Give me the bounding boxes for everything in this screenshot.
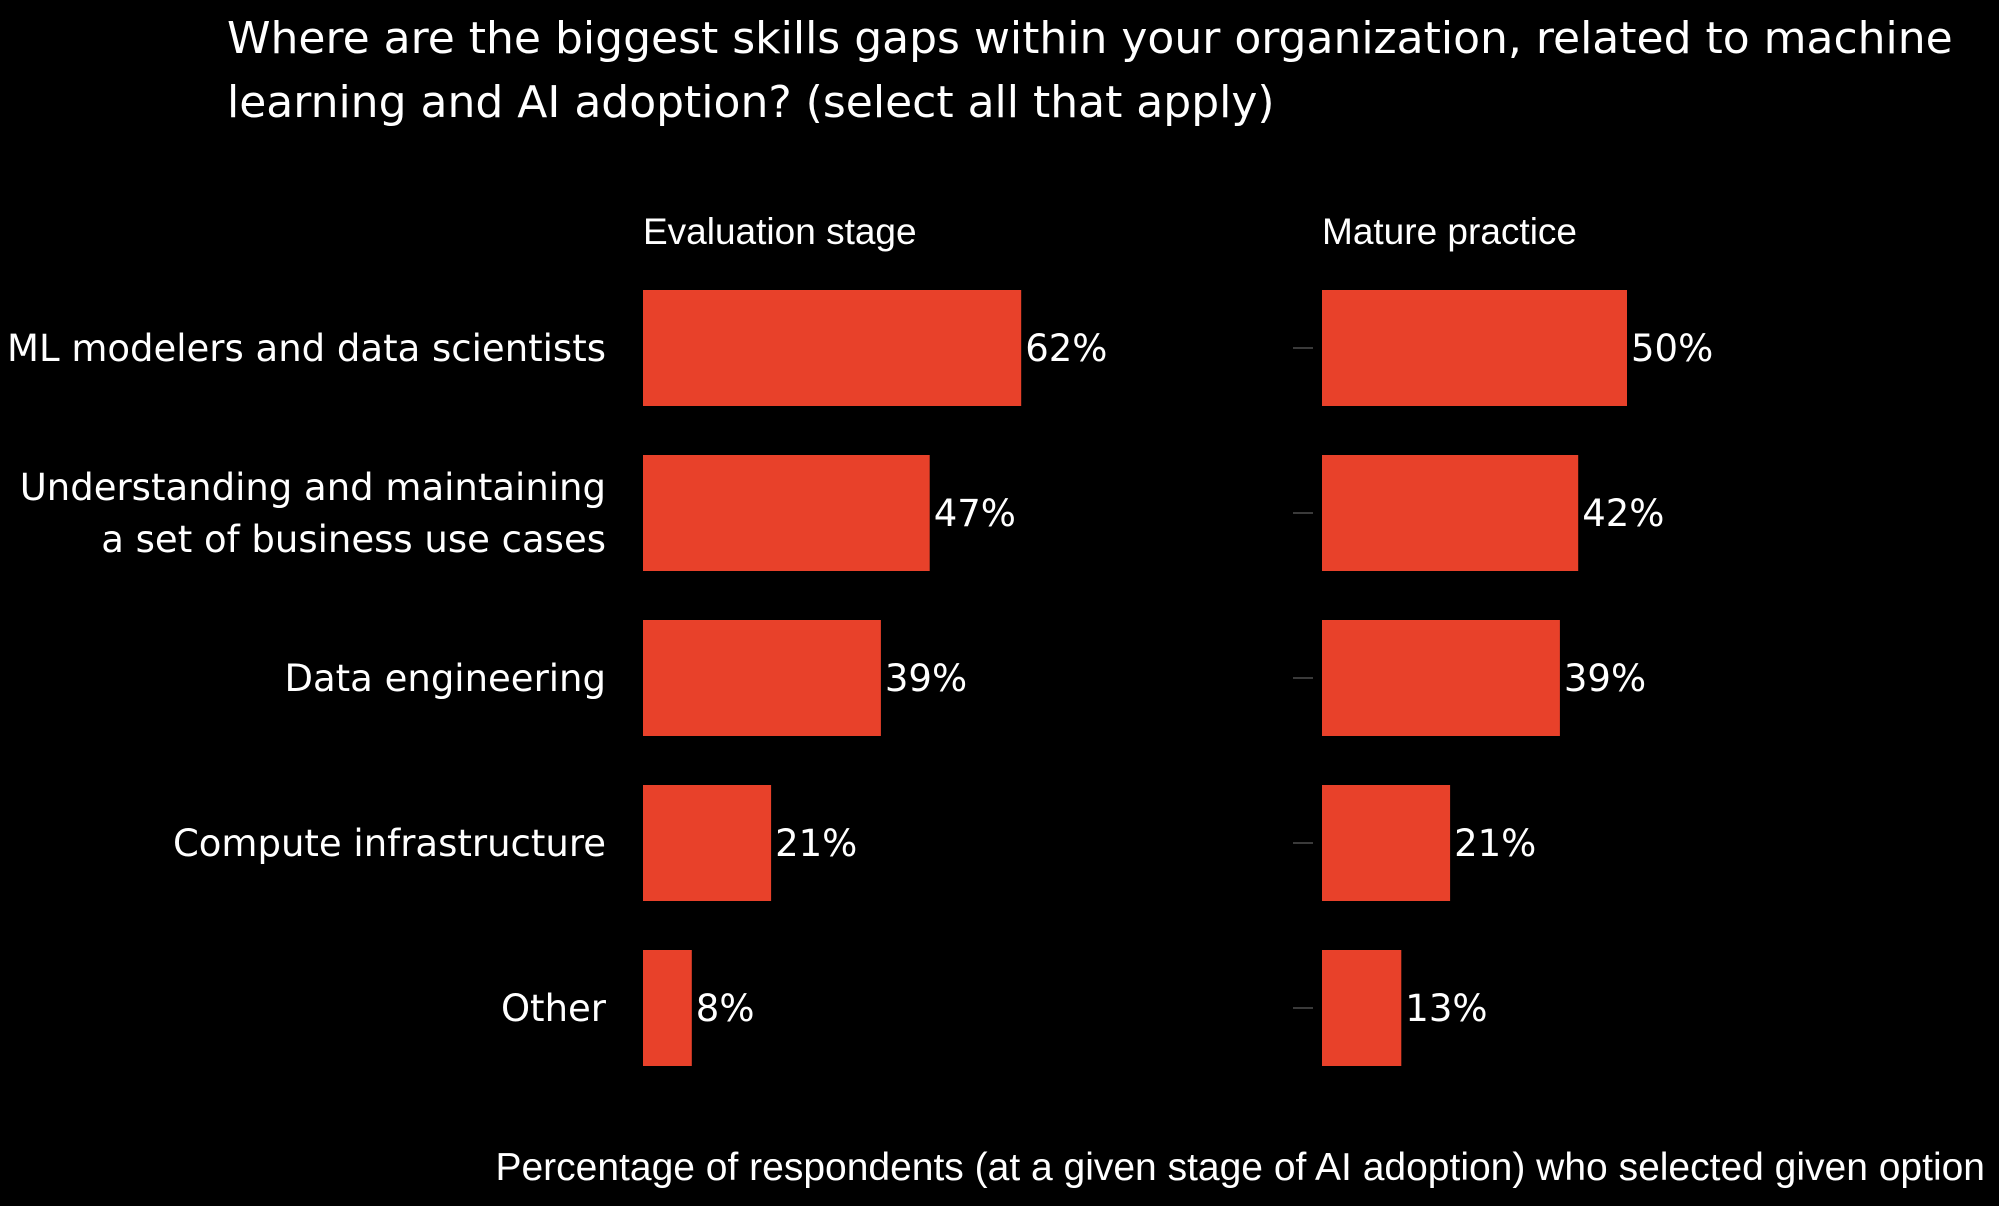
chart-panels: Evaluation stage 62% 47% 39% 21% 8% Mature pra…: [643, 211, 1713, 1066]
category-label: Data engineering: [285, 657, 607, 700]
data-label: 8%: [696, 987, 755, 1030]
bar: [643, 785, 772, 901]
data-label: 13%: [1405, 987, 1487, 1030]
category-labels: ML modelers and data scientists Understan…: [7, 327, 607, 1030]
bar: [1322, 785, 1451, 901]
bar: [1322, 290, 1627, 406]
data-label: 62%: [1025, 327, 1107, 370]
x-axis-label: Percentage of respondents (at a given st…: [495, 1146, 1985, 1189]
bar: [643, 290, 1022, 406]
data-label: 50%: [1631, 327, 1713, 370]
series-name: Evaluation stage: [643, 211, 917, 252]
bar: [643, 620, 881, 736]
chart-title-line: learning and AI adoption? (select all th…: [227, 77, 1275, 128]
data-label: 21%: [1454, 822, 1536, 865]
panel-mature-practice: Mature practice 50% 42% 39% 21% 13%: [1293, 211, 1713, 1066]
category-label: ML modelers and data scientists: [7, 327, 606, 370]
series-name: Mature practice: [1322, 211, 1577, 252]
category-label: Compute infrastructure: [173, 822, 606, 865]
data-label: 42%: [1582, 492, 1664, 535]
data-label: 39%: [1564, 657, 1646, 700]
data-label: 47%: [934, 492, 1016, 535]
bar: [643, 950, 692, 1066]
data-label: 21%: [775, 822, 857, 865]
panel-evaluation-stage: Evaluation stage 62% 47% 39% 21% 8%: [643, 211, 1107, 1066]
chart-title: Where are the biggest skills gaps within…: [227, 13, 1953, 128]
category-label: Other: [501, 987, 607, 1030]
bar: [643, 455, 930, 571]
bar: [1322, 620, 1560, 736]
category-label: Understanding and maintaining: [20, 466, 606, 509]
bar: [1322, 455, 1579, 571]
category-label: a set of business use cases: [101, 518, 606, 561]
chart-title-line: Where are the biggest skills gaps within…: [227, 13, 1953, 64]
bar: [1322, 950, 1402, 1066]
data-label: 39%: [885, 657, 967, 700]
